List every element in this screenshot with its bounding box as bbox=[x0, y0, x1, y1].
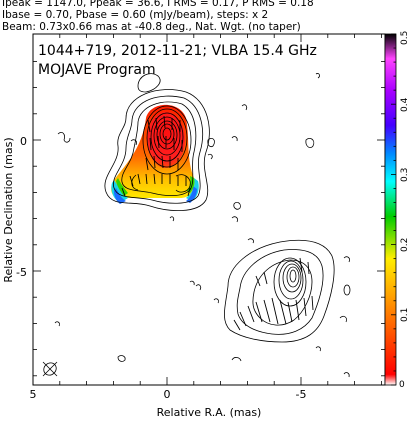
x-tick-label-2: 0 bbox=[164, 388, 171, 401]
y-tick-label-2: -5 bbox=[16, 266, 27, 279]
colorbar-tick-label-1: 0.1 bbox=[400, 308, 409, 322]
x-tick-label-1: 5 bbox=[30, 388, 37, 401]
map-subtitle: MOJAVE Program bbox=[38, 62, 156, 78]
header-base-line: Ibase = 0.70, Pbase = 0.60 (mJy/beam), s… bbox=[2, 9, 269, 21]
x-tick-label-3: -5 bbox=[296, 388, 307, 401]
y-tick-label-1: 0 bbox=[20, 135, 27, 148]
colorbar-tick-label-3: 0.3 bbox=[400, 168, 409, 182]
axis-ticks bbox=[32, 34, 385, 385]
header-stats-line: Ipeak = 1147.0, Ppeak = 36.6, I RMS = 0.… bbox=[2, 0, 314, 9]
x-axis-label: Relative R.A. (mas) bbox=[157, 406, 262, 419]
plot-frame bbox=[32, 33, 386, 386]
colorbar-tick-label-5: 0.5 bbox=[400, 31, 409, 45]
intensity-contours bbox=[54, 73, 351, 378]
colorbar-ticks bbox=[391, 33, 396, 386]
colorbar bbox=[384, 33, 397, 386]
y-axis-label: Relative Declination (mas) bbox=[2, 137, 15, 282]
colorbar-tick-label-4: 0.4 bbox=[400, 97, 409, 112]
map-title: 1044+719, 2012-11-21; VLBA 15.4 GHz bbox=[38, 43, 317, 59]
polarization-vectors bbox=[121, 115, 314, 331]
header-beam-line: Beam: 0.73x0.66 mas at -40.8 deg., Nat. … bbox=[2, 21, 301, 33]
colorbar-tick-label-0: 0 bbox=[399, 380, 405, 390]
colorbar-tick-label-2: 0.2 bbox=[400, 238, 409, 252]
map-contents bbox=[42, 73, 351, 378]
beam-ellipse bbox=[42, 361, 58, 377]
